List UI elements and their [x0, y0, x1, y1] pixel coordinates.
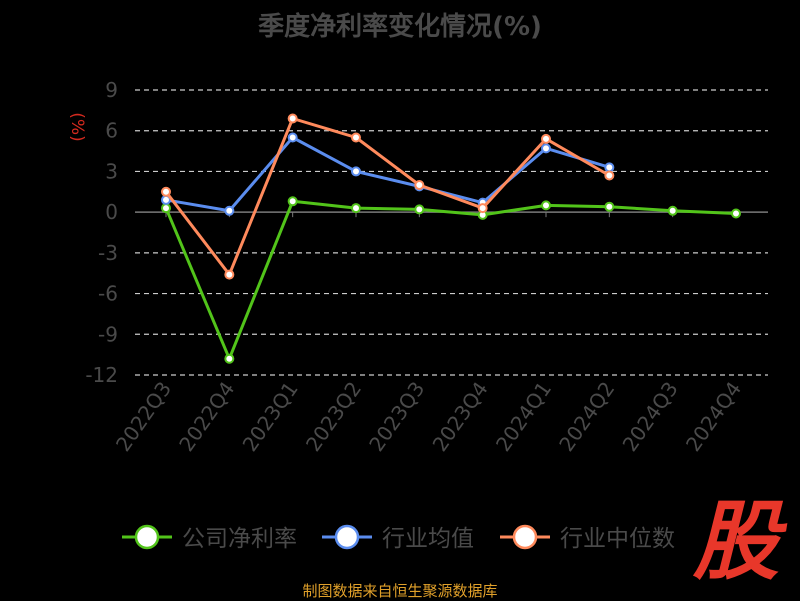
x-tick-label: 2024Q1 — [491, 377, 556, 456]
x-tick-label: 2022Q3 — [111, 377, 176, 456]
data-point — [287, 113, 298, 124]
x-tick-label: 2024Q4 — [681, 377, 746, 456]
series-line — [165, 136, 610, 213]
x-tick-label: 2023Q2 — [301, 377, 366, 456]
y-tick-label: 9 — [105, 78, 118, 102]
data-point — [161, 203, 171, 214]
logo-glyph: 股 — [693, 491, 779, 592]
data-point — [351, 132, 361, 143]
data-point — [541, 133, 551, 144]
x-tick-label: 2023Q1 — [238, 377, 303, 456]
data-point — [351, 166, 361, 177]
y-tick-label: -9 — [98, 322, 118, 346]
data-point — [604, 170, 615, 181]
data-point — [224, 205, 235, 216]
y-axis-label: (%) — [67, 112, 87, 141]
data-point — [541, 200, 551, 211]
data-point — [667, 205, 678, 216]
data-point — [414, 180, 425, 190]
legend-label: 公司净利率 — [182, 526, 297, 552]
grid-layer — [135, 89, 768, 376]
legend-marker — [334, 524, 360, 550]
data-point — [604, 162, 615, 173]
data-point — [351, 203, 361, 214]
y-tick-label: 6 — [105, 119, 118, 143]
series-layer — [161, 113, 741, 364]
data-point — [161, 186, 171, 197]
data-source-note: 制图数据来自恒生聚源数据库 — [302, 582, 498, 600]
data-point — [287, 132, 298, 143]
legend: 公司净利率 行业均值 行业中位数 — [122, 524, 675, 552]
data-point — [477, 203, 488, 214]
y-tick-label: 3 — [105, 159, 118, 183]
legend-marker — [512, 524, 538, 550]
legend-label: 行业中位数 — [560, 526, 675, 552]
legend-marker — [134, 524, 160, 550]
data-point — [224, 353, 235, 364]
y-tick-label: -6 — [98, 282, 118, 306]
brand-logo: 股 — [690, 496, 782, 588]
axis-layer: 9630-3-6-9-122022Q32022Q42023Q12023Q2202… — [67, 78, 768, 456]
y-tick-label: 0 — [105, 200, 118, 224]
data-point — [604, 201, 615, 212]
data-point — [731, 208, 741, 219]
x-tick-label: 2024Q2 — [554, 377, 619, 456]
y-tick-label: -3 — [98, 241, 118, 265]
x-tick-label: 2023Q3 — [364, 377, 429, 456]
legend-label: 行业均值 — [382, 526, 474, 552]
data-point — [224, 269, 235, 280]
x-tick-label: 2024Q3 — [618, 377, 683, 456]
chart-title: 季度净利率变化情况(%) — [258, 12, 542, 42]
y-tick-label: -12 — [85, 363, 118, 387]
series-line — [164, 199, 737, 361]
data-point — [541, 143, 551, 154]
x-tick-label: 2022Q4 — [174, 377, 239, 456]
data-point — [414, 204, 425, 215]
x-tick-label: 2023Q4 — [428, 377, 493, 456]
data-point — [287, 196, 298, 207]
series-line — [164, 117, 611, 277]
